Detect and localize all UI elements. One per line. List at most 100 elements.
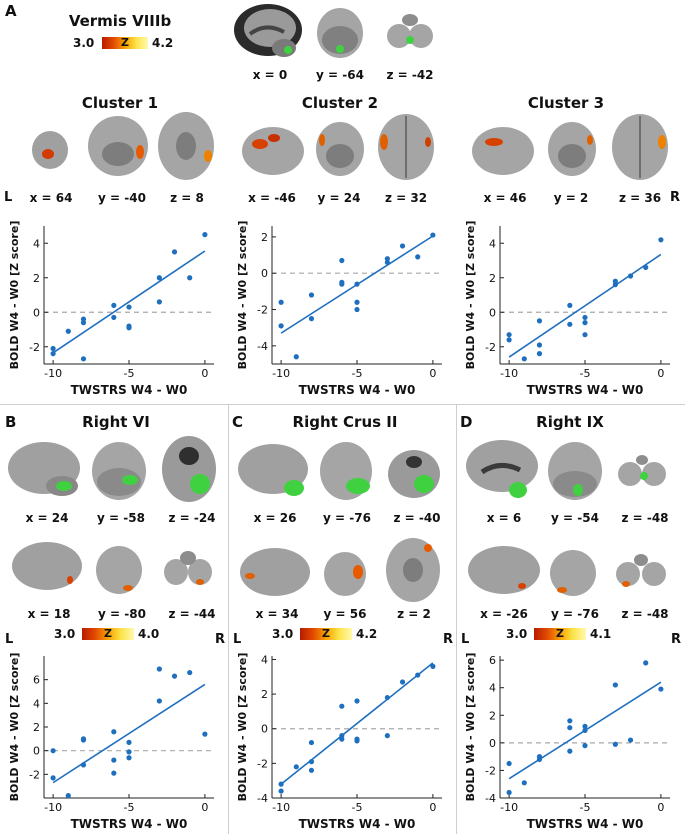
coord-a-top-x: x = 0 xyxy=(252,68,288,82)
chart-d-data-point xyxy=(536,756,543,762)
chart-a2-data-point xyxy=(354,299,360,305)
chart-a1-data-point xyxy=(187,275,193,281)
chart-b-data-point xyxy=(126,749,132,755)
cluster-2-coronal-brain xyxy=(316,122,364,176)
chart-c-data-point xyxy=(339,703,345,709)
chart-a1-data-point xyxy=(111,302,117,308)
panel-d-axial-brain-2 xyxy=(616,554,666,587)
chart-c-data-point xyxy=(308,759,315,765)
chart-b-data-point xyxy=(111,770,117,776)
chart-a3-data-point xyxy=(536,318,543,324)
colorbar-b-z: Z xyxy=(104,627,112,640)
chart-c-data-point xyxy=(415,672,421,678)
colorbar-d-min: 3.0 xyxy=(506,627,528,641)
chart-a2-x-axis-label: TWSTRS W4 - W0 xyxy=(299,383,416,397)
chart-a2-data-point xyxy=(293,354,299,360)
coord-c-r2-y: y = 56 xyxy=(323,607,367,621)
panel-d-axial-brain xyxy=(618,455,666,486)
scatter-chart-right-ix: -10 -5 0 -4 -2 0 2 4 6 TWSTRS W4 - W0 BOLD W4 - W0… xyxy=(464,653,670,831)
chart-a1-x-tick-label: -10 xyxy=(44,367,62,380)
panel-d-coronal-brain-2 xyxy=(550,550,596,596)
coord-c-r2-x: x = 34 xyxy=(255,607,299,621)
chart-a3-data-point xyxy=(643,264,649,270)
panel-d-sagittal-brain xyxy=(466,440,538,498)
coord-c2-y: y = 24 xyxy=(317,191,361,205)
chart-b-x-tick-label: -10 xyxy=(44,801,62,814)
chart-a2-data-point xyxy=(308,316,315,322)
panel-d-sagittal-brain-2 xyxy=(468,546,540,594)
chart-a1-data-point xyxy=(156,299,162,305)
colorbar-b-gradient: Z xyxy=(82,627,134,640)
coord-c2-x: x = -46 xyxy=(248,191,296,205)
chart-c-y-tick-label: 0 xyxy=(261,723,268,736)
chart-c-x-tick-label: 0 xyxy=(429,801,436,814)
chart-a1-data-point xyxy=(171,249,178,255)
chart-d-data-point xyxy=(643,660,649,666)
chart-a3-data-point xyxy=(567,321,573,327)
chart-d-y-tick-label: -2 xyxy=(485,764,496,777)
chart-b-data-point xyxy=(187,669,193,676)
coord-a-top-y: y = -64 xyxy=(316,68,364,82)
chart-d-data-point xyxy=(567,748,573,754)
chart-d-x-tick-label: -5 xyxy=(580,801,591,814)
chart-a3-y-tick-label: 0 xyxy=(489,306,496,319)
colorbar-c-z: Z xyxy=(322,627,330,640)
cluster-2-sagittal-brain xyxy=(242,127,304,175)
panel-letter-a: A xyxy=(5,2,17,20)
chart-a2-y-axis-label: BOLD W4 - W0 [Z score] xyxy=(236,221,249,370)
chart-b-data-point xyxy=(111,757,117,763)
chart-d-data-point xyxy=(582,723,588,729)
coord-c-r1-y: y = -76 xyxy=(323,511,371,525)
panel-letter-b: B xyxy=(5,413,17,431)
coord-d-r1-z: z = -48 xyxy=(621,511,669,525)
panel-b-left-label: L xyxy=(5,632,14,647)
cluster-3-title: Cluster 3 xyxy=(527,94,605,112)
chart-a2-y-tick-label: -4 xyxy=(257,340,268,353)
chart-d-x-tick-label: -10 xyxy=(500,801,518,814)
chart-a1-data-point xyxy=(50,351,56,357)
chart-a1-data-point xyxy=(65,328,71,334)
colorbar-b-max: 4.0 xyxy=(138,627,160,641)
vermis-coronal-brain xyxy=(317,8,363,58)
chart-a1-data-point xyxy=(126,325,132,331)
chart-b-data-point xyxy=(80,762,87,768)
chart-b-y-tick-label: 4 xyxy=(33,697,40,710)
chart-a2-data-point xyxy=(339,279,345,285)
divider-vertical-1 xyxy=(228,404,229,834)
chart-a2-data-point xyxy=(384,259,390,265)
chart-b-data-point xyxy=(80,736,87,742)
chart-d-y-tick-label: 2 xyxy=(489,709,496,722)
panel-c-axial-brain xyxy=(388,450,440,498)
colorbar-d: 3.0 Z 4.1 xyxy=(506,627,636,641)
chart-a2-data-point xyxy=(384,256,390,262)
chart-c-data-point xyxy=(278,788,284,794)
chart-c-y-tick-label: 2 xyxy=(261,688,268,701)
chart-b-y-tick-label: 2 xyxy=(33,721,40,734)
coord-c1-x: x = 64 xyxy=(29,191,73,205)
cluster-3-coronal-brain xyxy=(548,122,596,176)
chart-a1-x-axis-label: TWSTRS W4 - W0 xyxy=(71,383,188,397)
coord-c3-z: z = 36 xyxy=(618,191,662,205)
chart-d-data-point xyxy=(582,727,588,734)
chart-c-data-point xyxy=(384,694,390,701)
panel-letter-c: C xyxy=(232,413,244,431)
scatter-chart-right-vi: -10 -5 0 -2 0 2 4 6 TWSTRS W4 - W0 BOLD W4 - W0 [… xyxy=(8,653,214,831)
coord-c1-y: y = -40 xyxy=(98,191,146,205)
chart-a1-x-tick-label: -5 xyxy=(124,367,135,380)
chart-d-data-point xyxy=(582,743,588,749)
coord-d-r2-x: x = -26 xyxy=(480,607,528,621)
chart-b-y-tick-label: 0 xyxy=(33,745,40,758)
chart-a1-data-point xyxy=(111,314,117,321)
coord-c2-z: z = 32 xyxy=(384,191,428,205)
chart-b-data-point xyxy=(50,775,56,781)
chart-c-data-point xyxy=(399,679,406,685)
chart-a2-y-tick-label: 2 xyxy=(261,231,268,244)
coord-c3-y: y = 2 xyxy=(553,191,589,205)
chart-a3-x-tick-label: 0 xyxy=(657,367,664,380)
chart-a3-data-point xyxy=(536,342,543,348)
chart-a3-data-point xyxy=(612,282,618,288)
chart-b-fit-line xyxy=(52,683,206,784)
chart-d-data-point xyxy=(627,737,634,743)
chart-a3-data-point xyxy=(521,356,527,362)
chart-c-y-tick-label: 4 xyxy=(261,653,268,666)
